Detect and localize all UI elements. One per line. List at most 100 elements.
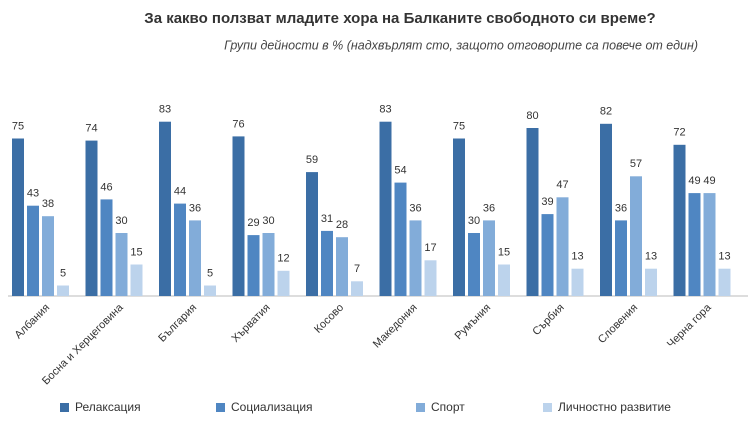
bar [306,172,318,296]
legend-swatch [543,403,552,412]
x-tick-label: Черна гора [665,301,714,350]
bar [27,205,39,296]
data-label: 49 [688,175,700,187]
data-label: 36 [409,202,421,214]
legend-text: Спорт [431,400,465,414]
bar [630,176,642,296]
x-tick-label: Македония [371,302,420,351]
x-tick-label: Косово [312,302,346,336]
data-label: 5 [207,267,213,279]
x-tick-label: Словения [596,302,640,346]
bar [718,268,731,296]
data-label: 83 [379,104,391,116]
data-label: 30 [115,215,127,227]
data-label: 38 [42,198,54,210]
x-tick-label: България [156,302,199,345]
bar [321,230,333,296]
legend-text: Релаксация [75,400,141,414]
bar [115,233,128,296]
data-label: 15 [130,246,142,258]
data-label: 82 [600,106,612,118]
bar [336,237,348,296]
bar [409,220,422,296]
bar [232,136,245,296]
legend-swatch [216,403,225,412]
data-label: 74 [85,123,97,135]
data-label: 13 [645,251,657,263]
bar [453,138,465,296]
bar [600,123,612,296]
legend-text: Личностно развитие [558,400,671,414]
bar [277,270,290,296]
data-label: 13 [718,251,730,263]
bar [85,140,98,296]
data-label: 36 [189,202,201,214]
bar [247,235,260,296]
data-label: 15 [498,246,510,258]
bar [189,220,201,296]
data-label: 30 [468,215,480,227]
data-label: 28 [336,219,348,231]
data-label: 29 [247,217,259,229]
bar [498,264,510,296]
bar [645,268,657,296]
bar [615,220,627,296]
bar [174,203,186,296]
bar [42,216,54,296]
bar [100,199,113,296]
data-label: 47 [556,179,568,191]
bar [262,233,275,296]
data-label: 36 [615,202,627,214]
bar [424,260,437,296]
data-label: 75 [453,120,465,132]
data-label: 59 [306,154,318,166]
x-tick-label: Хърватия [229,302,272,345]
data-label: 46 [100,181,112,193]
data-label: 5 [60,267,66,279]
x-tick-label: Сърбия [530,302,566,338]
data-label: 43 [27,188,39,200]
chart-title: За какво ползват младите хора на Балкани… [144,10,655,27]
data-label: 80 [526,110,538,122]
bar [556,197,569,296]
data-label: 75 [12,120,24,132]
data-label: 30 [262,215,274,227]
data-label: 31 [321,213,333,225]
data-label: 36 [483,202,495,214]
bar [468,233,480,296]
data-label: 13 [571,251,583,263]
data-label: 76 [232,118,244,130]
legend-swatch [60,403,69,412]
data-label: 17 [424,242,436,254]
data-label: 49 [703,175,715,187]
bar [379,121,392,296]
bar [130,264,143,296]
bar [394,182,407,296]
bar [673,144,686,296]
x-tick-label: Албания [13,302,53,342]
bar [204,285,216,296]
bar [526,128,539,296]
bar [703,193,716,296]
bar [541,214,554,296]
legend-swatch [416,403,425,412]
bar [159,121,171,296]
legend-text: Социализация [231,400,313,414]
bar [483,220,495,296]
data-label: 39 [541,196,553,208]
data-label: 57 [630,158,642,170]
bar [57,285,69,296]
data-label: 7 [354,263,360,275]
data-label: 83 [159,104,171,116]
chart-subtitle: Групи дейности в % (надхвърлят сто, защо… [224,38,698,52]
data-label: 12 [277,253,289,265]
data-label: 44 [174,186,186,198]
x-tick-label: Румъния [453,302,494,343]
bar [12,138,24,296]
data-label: 72 [673,127,685,139]
bar [571,268,584,296]
data-label: 54 [394,165,406,177]
bar [688,193,701,296]
bar [351,281,363,296]
